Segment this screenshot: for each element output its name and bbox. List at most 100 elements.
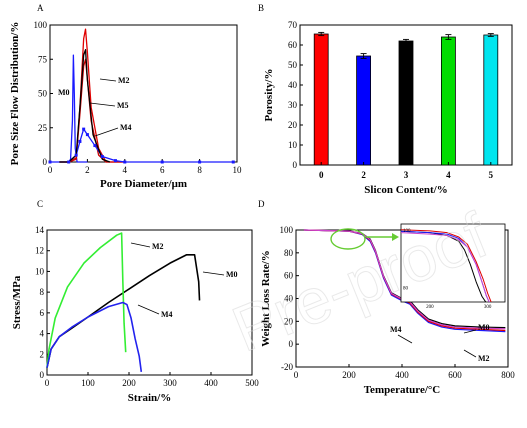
inset-y-tick-label-d-0: 80: [403, 287, 409, 292]
annotation-arrow-d-m4: [397, 334, 413, 344]
annotation-c-m4: M4: [161, 310, 173, 319]
panel-letter-a: A: [37, 3, 44, 13]
y-tick-label-a-1: 25: [38, 123, 48, 133]
point-a-m4-8: [113, 159, 117, 163]
x-tick-label-b-3: 4: [446, 170, 451, 180]
annotation-c-m2: M2: [152, 242, 164, 251]
annotation-a-m2: M2: [118, 76, 130, 85]
annotation-arrow-a-m5: [89, 102, 116, 107]
annotation-arrow-a-m4: [94, 127, 119, 137]
bar-4: [440, 36, 456, 166]
x-tick-label-a-5: 10: [233, 165, 243, 175]
x-tick-label-c-0: 0: [45, 378, 50, 388]
y-tick-label-c-2: 4: [40, 329, 45, 339]
inset-x-tick-label-d-0: 200: [426, 305, 434, 310]
annotation-a-m4: M4: [120, 123, 132, 132]
y-tick-label-d-4: 60: [284, 271, 294, 281]
series-line-a-m3: [59, 49, 111, 163]
annotation-d-m2: M2: [478, 354, 490, 363]
x-tick-label-d-4: 800: [501, 370, 515, 380]
x-axis-label-c: Strain/%: [128, 392, 171, 404]
inset-frame-d: [400, 223, 506, 303]
y-tick-label-b-3: 30: [288, 100, 298, 110]
y-tick-label-c-0: 0: [40, 370, 45, 380]
y-tick-label-b-7: 70: [288, 20, 298, 30]
series-line-a-m2: [59, 28, 125, 163]
annotation-a-m5: M5: [117, 101, 129, 110]
inset-series-line-d-m3: [401, 232, 490, 302]
y-tick-label-d-0: -20: [281, 362, 293, 372]
inset-series-line-d-m4: [401, 229, 492, 302]
x-tick-label-c-2: 200: [122, 378, 136, 388]
x-tick-label-a-4: 8: [197, 165, 202, 175]
point-a-m4-9: [123, 160, 127, 164]
bar-5: [483, 34, 499, 166]
series-line-c-m2: [46, 232, 127, 368]
inset-lines-d: [401, 229, 492, 302]
y-tick-label-a-0: 0: [43, 157, 48, 167]
x-tick-label-c-1: 100: [81, 378, 95, 388]
annotation-a-m0: M0: [58, 88, 70, 97]
point-a-m4-12: [231, 160, 235, 164]
point-a-m4-5: [85, 133, 89, 137]
point-a-m4-10: [160, 160, 164, 164]
y-tick-label-b-0: 0: [293, 160, 298, 170]
x-axis-label-d: Temperature/°C: [364, 384, 441, 396]
watermark-text: Pre-proof: [223, 199, 498, 366]
point-a-m4-0: [48, 160, 52, 164]
x-tick-label-c-3: 300: [163, 378, 177, 388]
x-tick-label-b-0: 0: [319, 170, 324, 180]
annotation-d-m4: M4: [390, 325, 402, 334]
y-axis-label-d: Weight Loss Rate/%: [260, 250, 272, 347]
annotation-arrow-c-m4: [137, 304, 160, 315]
y-tick-label-c-1: 2: [40, 349, 45, 359]
inset-series-line-d-m0: [401, 230, 487, 302]
point-a-m4-11: [198, 160, 202, 164]
y-tick-label-d-1: 0: [289, 339, 294, 349]
y-tick-label-a-3: 75: [38, 54, 48, 64]
y-tick-label-c-3: 6: [40, 308, 45, 318]
y-tick-label-a-4: 100: [34, 20, 48, 30]
y-tick-label-c-6: 12: [35, 246, 44, 256]
x-tick-label-a-0: 0: [48, 165, 53, 175]
highlight-arrowhead-d: [392, 233, 399, 241]
x-tick-label-d-1: 200: [342, 370, 356, 380]
y-tick-label-b-6: 60: [288, 40, 298, 50]
x-tick-label-d-2: 400: [395, 370, 409, 380]
y-tick-label-c-7: 14: [35, 225, 45, 235]
panel-letter-b: B: [258, 3, 264, 13]
point-a-m4-2: [74, 153, 78, 157]
x-axis-label-b: Slicon Content/%: [364, 184, 447, 196]
y-tick-label-d-5: 80: [284, 248, 294, 258]
annotation-arrow-d-m0: [463, 329, 477, 334]
y-tick-label-a-2: 50: [38, 89, 48, 99]
bar-0: [313, 33, 329, 166]
x-tick-label-d-3: 600: [448, 370, 462, 380]
panel-letter-d: D: [258, 199, 265, 209]
point-a-m4-3: [78, 139, 82, 143]
y-tick-label-d-2: 20: [284, 316, 294, 326]
inset-y-tick-label-d-1: 100: [403, 229, 411, 234]
y-tick-label-b-1: 10: [288, 140, 298, 150]
y-tick-label-b-5: 50: [288, 60, 298, 70]
annotation-arrow-c-m2: [130, 242, 151, 248]
annotation-c-m0: M0: [226, 270, 238, 279]
x-tick-label-b-2: 3: [404, 170, 409, 180]
inset-x-tick-label-d-1: 300: [484, 305, 492, 310]
y-tick-label-b-2: 20: [288, 120, 298, 130]
point-a-m4-7: [100, 155, 104, 159]
y-tick-label-d-6: 100: [280, 225, 294, 235]
plot-frame-c: [46, 229, 253, 376]
bar-2: [356, 55, 372, 166]
x-tick-label-a-2: 4: [123, 165, 128, 175]
y-tick-label-c-4: 8: [40, 287, 45, 297]
x-tick-label-d-0: 0: [294, 370, 299, 380]
y-axis-label-b: Porosity/%: [263, 69, 275, 122]
x-tick-label-b-1: 2: [361, 170, 366, 180]
y-axis-label-a: Pore Size Flow Distribution/%: [9, 22, 21, 166]
point-a-m4-4: [82, 127, 86, 131]
point-a-m4-6: [93, 144, 97, 148]
x-tick-label-a-1: 2: [85, 165, 90, 175]
x-tick-label-c-4: 400: [204, 378, 218, 388]
